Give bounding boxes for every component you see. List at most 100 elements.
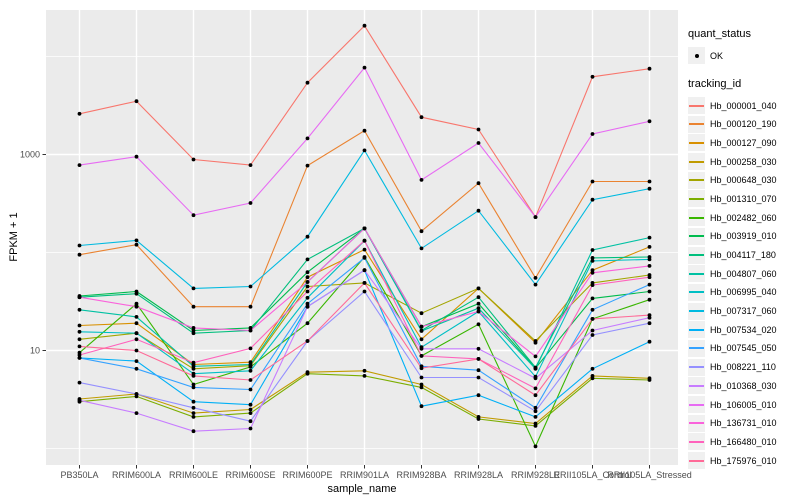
legend-tracking-entries: Hb_000001_040 Hb_000120_190 Hb_000127_090 H…: [688, 97, 800, 470]
legend-item-label: Hb_007545_050: [710, 343, 777, 354]
legend-item-label: Hb_106005_010: [710, 399, 777, 410]
legend-item-Hb_008221_110: Hb_008221_110: [688, 358, 800, 376]
data-point: [590, 328, 595, 333]
data-point: [590, 376, 595, 381]
data-point: [134, 154, 139, 159]
y-axis-title: FPKM + 1: [8, 212, 20, 262]
x-tick-label: RRIM600LA: [112, 470, 161, 480]
y-tick-label: 10: [30, 346, 40, 356]
data-point: [419, 311, 424, 316]
data-point: [533, 409, 538, 414]
x-tick-label: RRII105LA_Stressed: [607, 470, 692, 480]
legend-item-label: Hb_000127_090: [710, 137, 777, 148]
legend-key-box: [688, 452, 705, 470]
legend-line-swatch: [689, 347, 704, 350]
panel-background: [46, 10, 678, 465]
data-point: [248, 411, 253, 415]
x-tick-label: RRIM928LA: [454, 470, 503, 480]
data-point: [305, 257, 310, 262]
data-point: [419, 366, 424, 371]
data-point: [362, 289, 367, 294]
legend-line-swatch: [689, 459, 704, 462]
data-point: [134, 411, 139, 415]
data-point: [191, 405, 196, 410]
data-point: [419, 385, 424, 390]
legend-key-box: [688, 265, 705, 283]
legend-item-label: Hb_136731_010: [710, 418, 777, 429]
data-point: [533, 386, 538, 391]
data-point: [248, 328, 253, 333]
data-point: [533, 444, 538, 449]
data-point: [134, 291, 139, 296]
legend-line-swatch: [689, 160, 704, 163]
data-point: [362, 368, 367, 373]
legend-item-Hb_166480_010: Hb_166480_010: [688, 433, 800, 451]
legend-key-box: [688, 246, 705, 264]
data-point: [191, 328, 196, 333]
data-point: [191, 157, 196, 162]
data-point: [305, 234, 310, 239]
legend-key-box: [688, 209, 705, 227]
y-tick-label: 1000: [20, 150, 40, 160]
data-point: [647, 119, 652, 124]
x-tick-label: RRIM600SE: [225, 470, 275, 480]
legend-line-swatch: [689, 422, 704, 425]
data-point: [590, 132, 595, 136]
legend-item-label: Hb_007317_060: [710, 306, 777, 317]
data-point: [362, 256, 367, 260]
legend-item-Hb_006995_040: Hb_006995_040: [688, 283, 800, 301]
data-point: [590, 74, 595, 79]
legend-title-tracking-id: tracking_id: [688, 78, 742, 90]
data-point: [533, 215, 538, 220]
data-point: [533, 339, 538, 343]
data-point: [305, 289, 310, 294]
legend-line-swatch: [689, 403, 704, 406]
data-point: [134, 348, 139, 353]
data-point: [647, 66, 652, 71]
legend-item-Hb_136731_010: Hb_136731_010: [688, 414, 800, 432]
data-point: [419, 115, 424, 120]
data-point: [590, 256, 595, 260]
legend-item-label: Hb_000258_030: [710, 156, 777, 167]
data-point: [248, 326, 253, 330]
data-point: [77, 307, 82, 312]
data-point: [191, 415, 196, 419]
legend-key-box: [688, 153, 705, 171]
x-tick-label: RRIM928LE: [511, 470, 560, 480]
data-point: [647, 282, 652, 287]
legend-key-box: [688, 433, 705, 451]
legend-line-swatch: [689, 440, 704, 443]
legend-quant-status: quant_status OK: [688, 28, 800, 64]
data-point: [134, 304, 139, 309]
legend-key-box: [688, 227, 705, 245]
data-point: [419, 329, 424, 333]
legend-item-Hb_002482_060: Hb_002482_060: [688, 209, 800, 227]
legend-key-box: [688, 321, 705, 339]
point-symbol-icon: [694, 53, 699, 58]
data-point: [134, 337, 139, 342]
data-point: [419, 375, 424, 380]
data-point: [134, 242, 139, 247]
data-point: [476, 301, 481, 306]
data-point: [248, 362, 253, 367]
data-point: [419, 229, 424, 234]
data-point: [476, 393, 481, 398]
legend-key-box: [688, 414, 705, 432]
data-point: [134, 331, 139, 336]
legend-key-box: [688, 358, 705, 376]
data-point: [305, 304, 310, 309]
data-point: [533, 282, 538, 287]
data-point: [77, 111, 82, 116]
data-point: [362, 247, 367, 252]
legend-item-Hb_007534_020: Hb_007534_020: [688, 321, 800, 339]
data-point: [191, 213, 196, 218]
legend-key-box: [688, 302, 705, 320]
x-tick-label: PB350LA: [60, 470, 98, 480]
data-point: [305, 371, 310, 376]
data-point: [248, 284, 253, 289]
legend-item-Hb_000127_090: Hb_000127_090: [688, 134, 800, 152]
data-point: [419, 354, 424, 358]
data-point: [590, 248, 595, 252]
legend-item-Hb_000648_030: Hb_000648_030: [688, 171, 800, 189]
x-tick-label: RRIM600PE: [282, 470, 332, 480]
